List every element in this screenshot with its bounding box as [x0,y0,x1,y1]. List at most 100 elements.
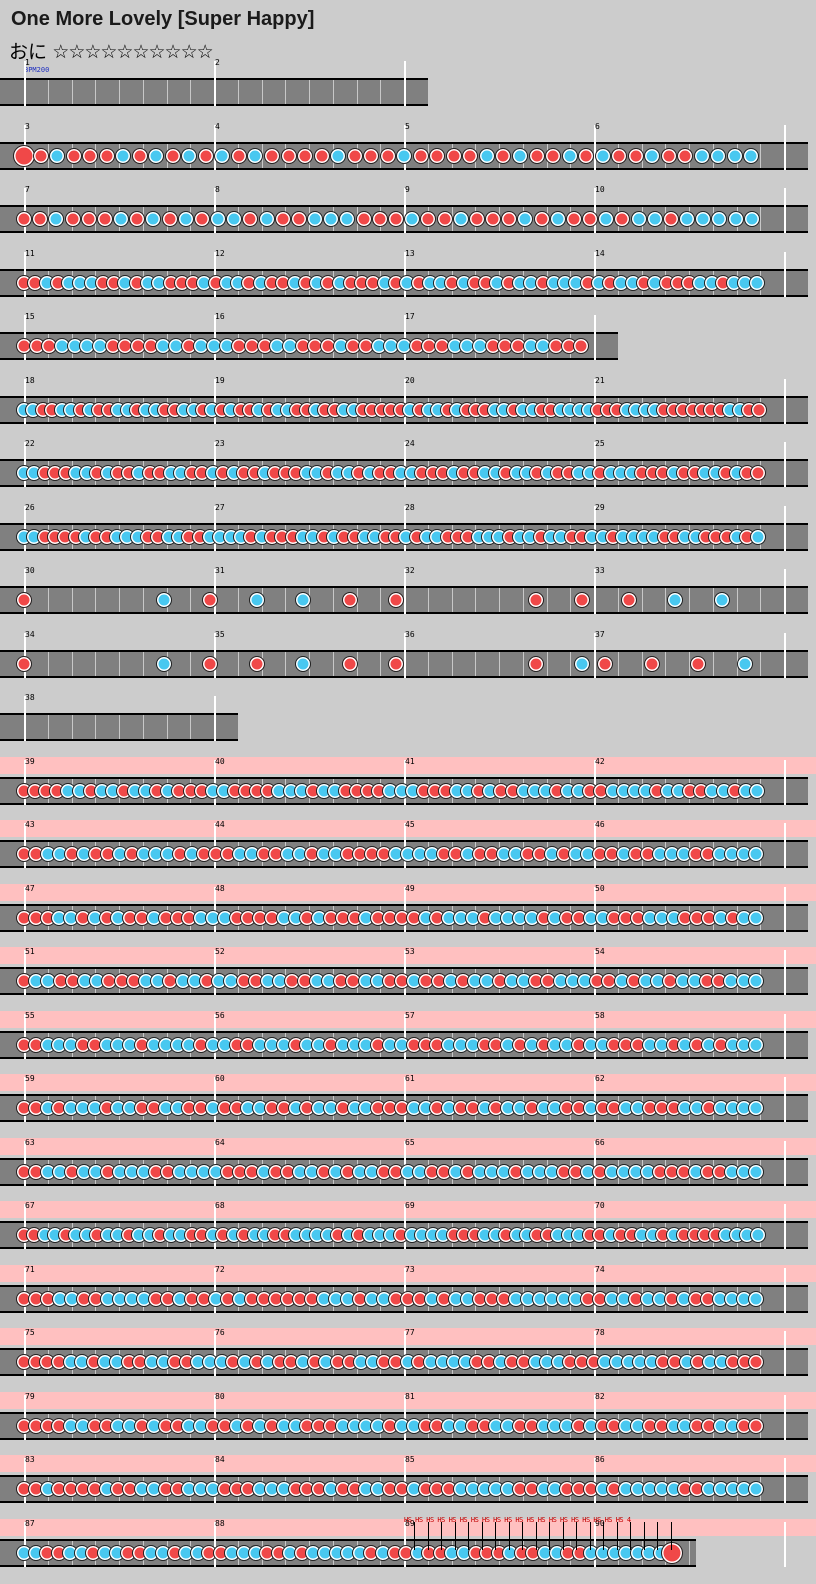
measure-number: 23 [215,439,225,448]
ka-note [748,1481,764,1497]
beat-line [119,652,120,676]
measure-number: 31 [215,566,225,575]
score-row: 7 8 9 10 [0,185,816,233]
measure-number: 87 [25,1519,35,1528]
roll-tick [454,1522,456,1550]
measure-number: 6 [595,122,600,131]
measure-line [784,1458,786,1503]
measure-number: 3 [25,122,30,131]
measure-number: 72 [215,1265,225,1274]
measure-number: 17 [405,312,415,321]
roll-tick [549,1522,550,1550]
measure-line [404,506,406,551]
measure-number: 4 [215,122,220,131]
roll-tick [576,1522,577,1550]
roll-tick [589,1522,591,1550]
beat-line [689,652,690,676]
beat-line [72,715,73,739]
measure-number: 35 [215,630,225,639]
don-note [16,211,32,227]
ka-note [178,211,194,227]
don-note [99,148,115,164]
measure-line [214,125,216,170]
don-note [529,148,545,164]
roll-tick [427,1522,429,1550]
beat-line [689,1541,690,1565]
ka-note [598,211,614,227]
measure-number: 49 [405,884,415,893]
ka-note [728,211,744,227]
measure-number: 82 [595,1392,605,1401]
score-row: 15 16 17 [0,312,816,360]
measure-line [404,379,406,424]
beat-line [760,207,761,231]
ka-note [562,148,578,164]
measure-line [404,125,406,170]
roll-tick [670,1522,672,1550]
measure-number: 57 [405,1011,415,1020]
ka-note [148,148,164,164]
ka-note [181,148,197,164]
measure-number: 29 [595,503,605,512]
score-row: 87 88 89 90 HS HS HS HS HS HS HS HS HS HS HS… [0,1516,816,1567]
measure-number: 66 [595,1138,605,1147]
beat-line [285,80,286,104]
don-note [202,592,218,608]
ka-note [667,592,683,608]
measure-number: 42 [595,757,605,766]
roll-tick [441,1522,442,1550]
ka-note [748,846,764,862]
don-note [462,148,478,164]
ka-note [749,783,765,799]
measure-number: 61 [405,1074,415,1083]
measure-line [214,252,216,297]
difficulty-stars: ☆☆☆☆☆☆☆☆☆☆ [52,42,213,63]
measure-number: 58 [595,1011,605,1020]
measure-line [784,1077,786,1122]
don-note [202,656,218,672]
don-note [420,211,436,227]
gogo-band [0,820,816,837]
measure-number: 1 [25,58,30,67]
don-note [275,211,291,227]
measure-line [594,633,596,678]
measure-line [214,633,216,678]
measure-number: 51 [25,947,35,956]
chart-title: One More Lovely [Super Happy] [11,8,315,30]
ka-note [330,148,346,164]
measure-line [214,315,216,360]
measure-number: 88 [215,1519,225,1528]
measure-line [594,569,596,614]
beat-line [119,715,120,739]
don-note [644,656,660,672]
measure-number: 21 [595,376,605,385]
ka-note [396,148,412,164]
measure-line [594,125,596,170]
don-note [663,211,679,227]
score-row: 79 80 81 82 [0,1392,816,1440]
measure-number: 20 [405,376,415,385]
don-note [574,592,590,608]
beat-line [95,588,96,612]
bpm-label: BPM200 [24,66,50,74]
don-note [534,211,550,227]
measure-line [214,61,216,106]
measure-number: 33 [595,566,605,575]
measure-number: 38 [25,693,35,702]
score-row: 51 52 53 54 [0,947,816,995]
don-note [437,211,453,227]
measure-number: 18 [25,376,35,385]
don-note [132,148,148,164]
don-note [495,148,511,164]
don-note [342,656,358,672]
beat-line [380,80,381,104]
beat-line [642,652,643,676]
measure-number: 36 [405,630,415,639]
don-note [165,148,181,164]
don-note [621,592,637,608]
don-note [545,148,561,164]
don-note [566,211,582,227]
beat-line [665,588,666,612]
measure-line [214,188,216,233]
beat-line [95,80,96,104]
